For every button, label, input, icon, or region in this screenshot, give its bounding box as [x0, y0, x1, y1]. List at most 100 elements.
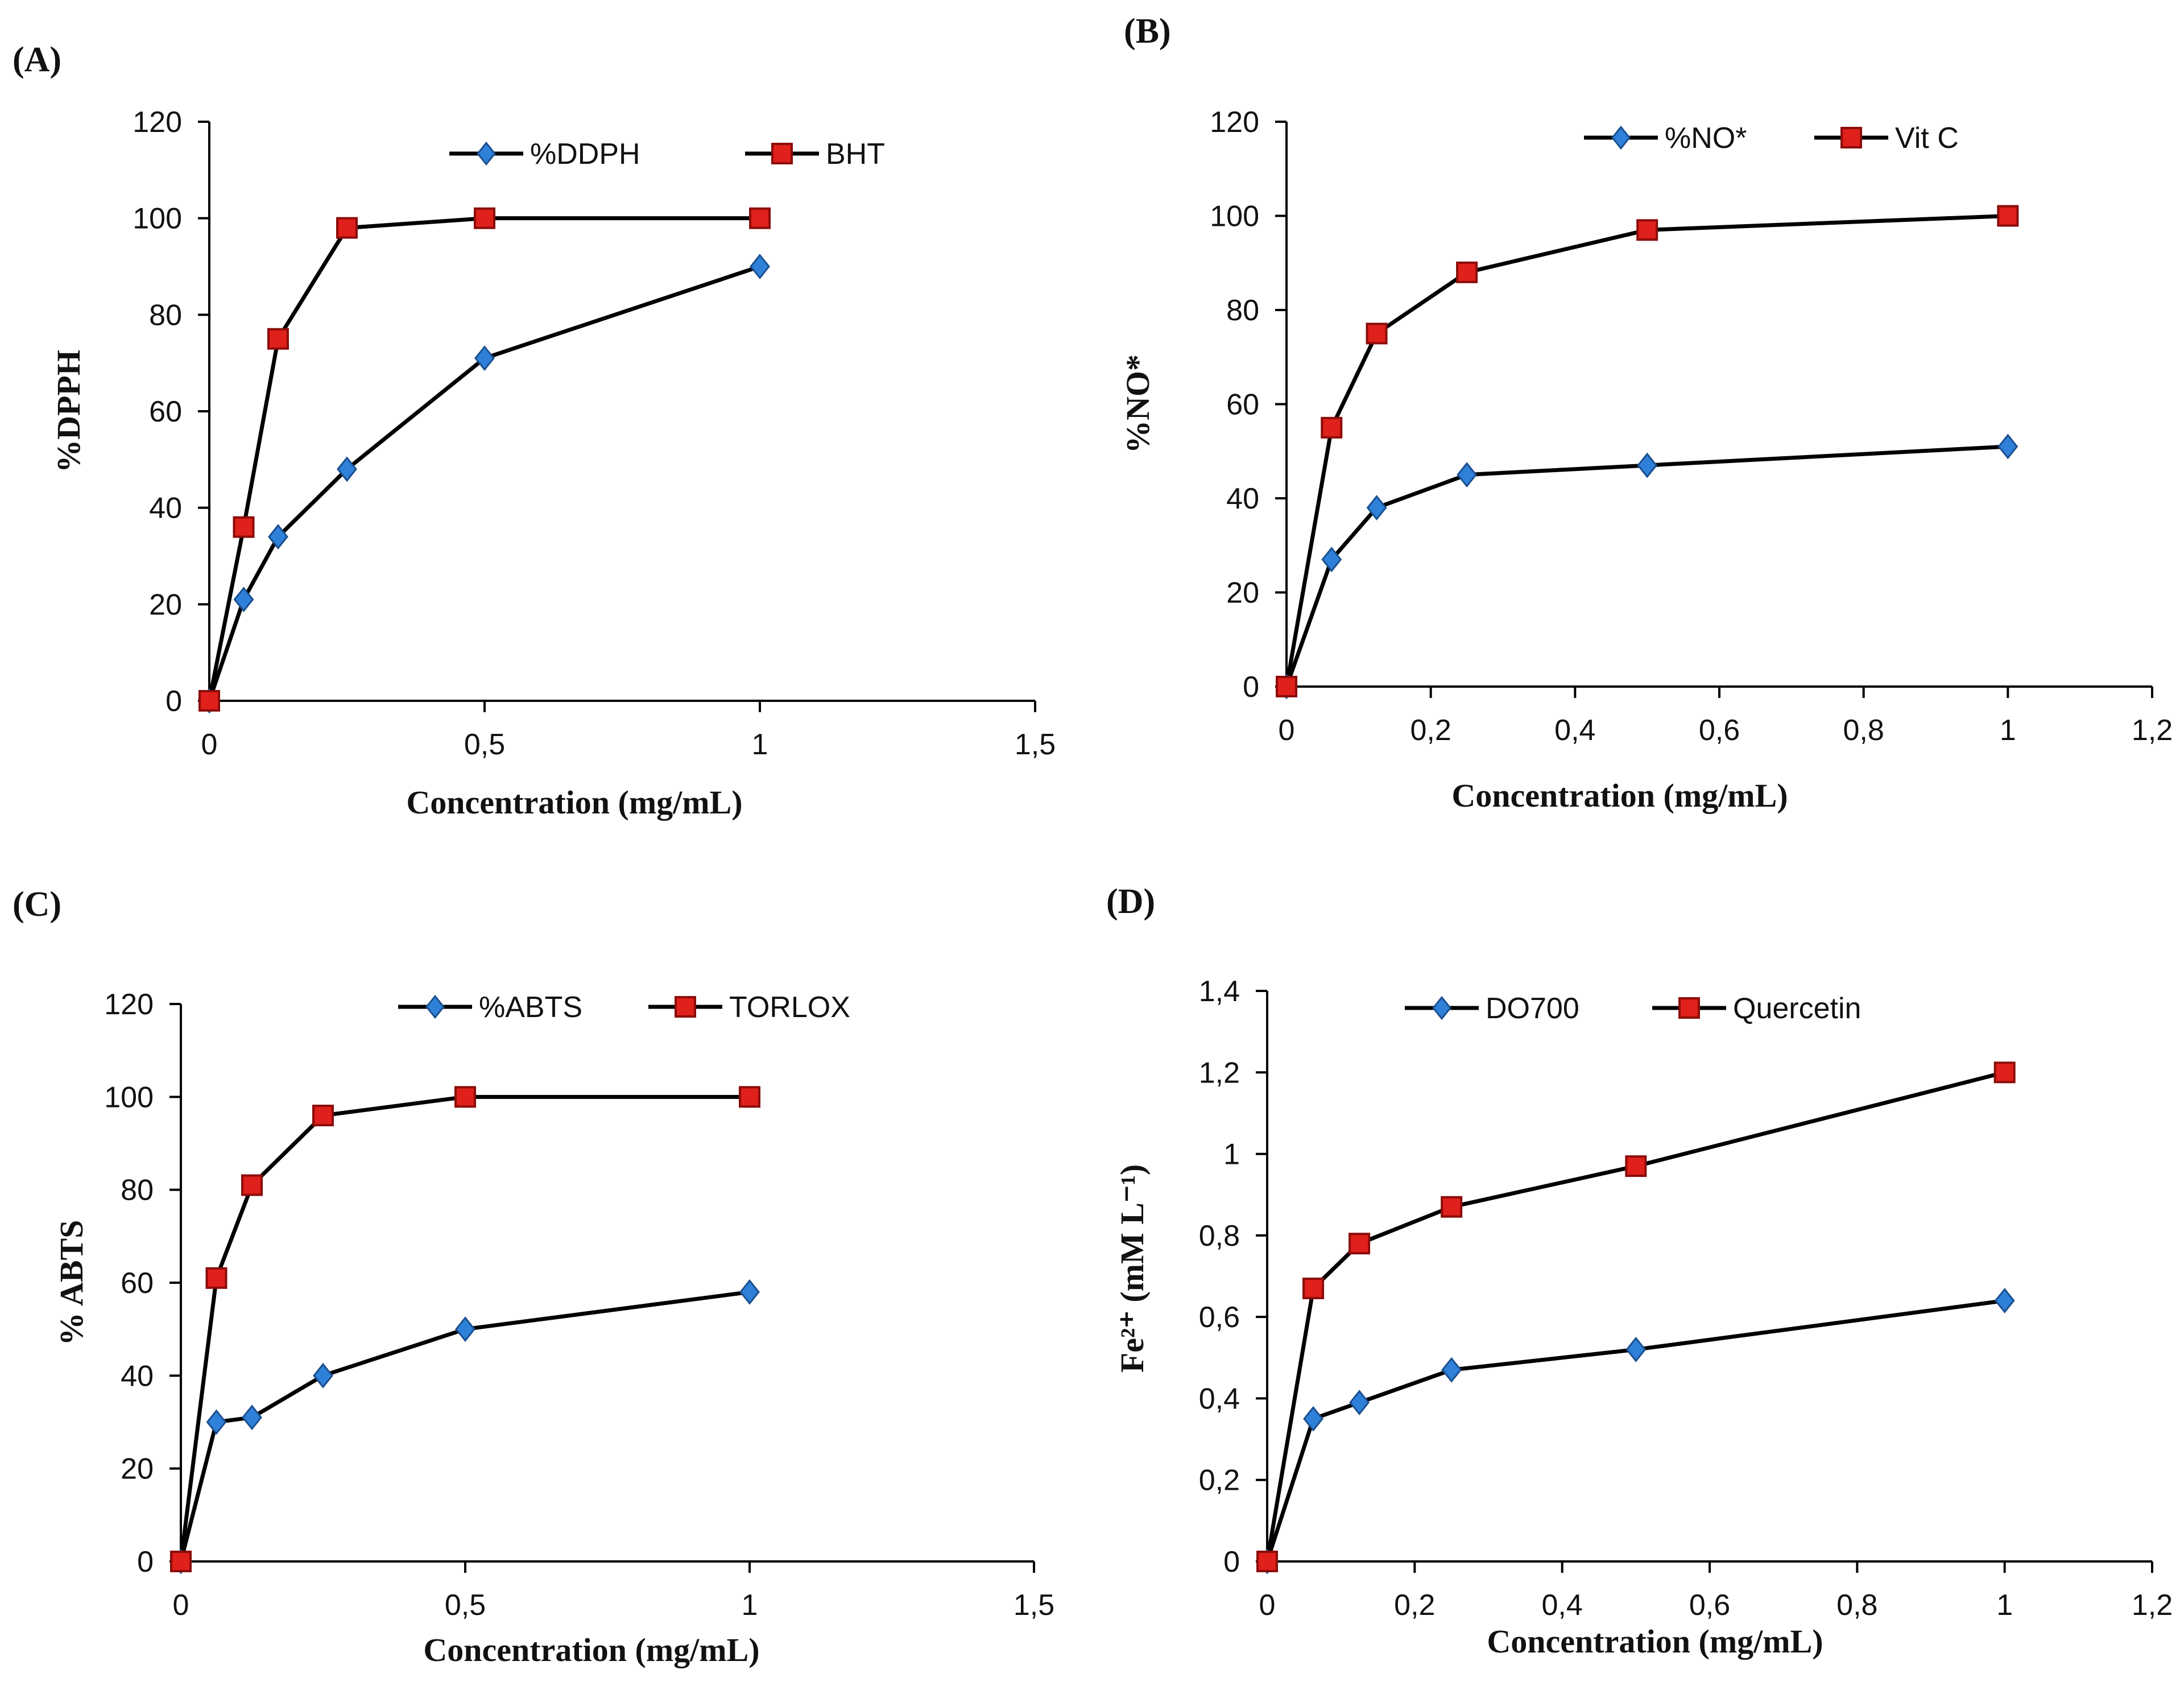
panel-d-y-tick-label: 0,2: [1199, 1464, 1240, 1497]
panel-b-red-data-point: [1997, 205, 2019, 227]
panel-d-legend-marker: [1678, 997, 1700, 1019]
panel-d-red-data-point: [1993, 1061, 2016, 1084]
panel-b-blue-data-point: [1321, 547, 1342, 572]
panel-c-red-data-point: [739, 1086, 760, 1108]
panel-c-red-data-point: [170, 1551, 192, 1572]
panel-b-red-data-point: [1321, 416, 1343, 439]
panel-c-series-red-line: [179, 1094, 750, 1562]
panel-c-y-axis-title: % ABTS: [53, 1220, 90, 1346]
panel-d-label: (D): [1106, 882, 1155, 921]
panel-d-x-axis-title: Concentration (mg/mL): [1487, 1623, 1823, 1660]
panel-d-blue-data-point: [1441, 1357, 1462, 1383]
panel-b-y-tick-label: 0: [1243, 671, 1259, 704]
panel-d-y-tick-label: 1,2: [1199, 1056, 1240, 1089]
panel-b-y-tick-label: 20: [1226, 577, 1259, 610]
panel-b-x-tick-label: 0: [1279, 714, 1295, 747]
panel-a-y-tick-label: 40: [149, 492, 182, 525]
panel-b-y-tick-label: 80: [1226, 294, 1259, 327]
panel-a-series-blue-line: [207, 265, 761, 702]
panel-d-y-tick-label: 1,4: [1199, 975, 1240, 1008]
panel-c-legend-marker: [675, 996, 696, 1018]
panel-b-x-tick-label: 0,8: [1843, 714, 1884, 747]
panel-a-blue-data-point: [337, 456, 357, 482]
panel-c-blue-data-point: [206, 1409, 227, 1435]
panel-a-label: (A): [13, 40, 61, 79]
panel-a-x-axis-title: Concentration (mg/mL): [406, 784, 742, 821]
panel-b-red-data-point: [1456, 261, 1478, 283]
panel-d-x-tick-label: 1,2: [2132, 1589, 2173, 1622]
panel-c-y-tick-label: 0: [137, 1546, 154, 1579]
panel-d-blue-data-point: [1349, 1390, 1370, 1415]
panel-b-legend-marker: [1840, 127, 1862, 148]
panel-b-label: (B): [1124, 12, 1171, 51]
panel-a-red-data-point: [336, 217, 358, 239]
panel-d-y-tick-label: 0,4: [1199, 1382, 1240, 1415]
panel-d-red-data-point: [1441, 1196, 1463, 1218]
panel-a-y-tick-label: 120: [133, 106, 182, 139]
panel-c-red-data-point: [312, 1105, 334, 1126]
panel-c-red-data-point: [205, 1267, 228, 1289]
panel-b-blue-data-point: [1457, 462, 1478, 488]
panel-a-y-axis-title: %DPPH: [50, 350, 87, 473]
panel-c-x-tick-label: 1: [742, 1589, 758, 1622]
panel-c-y-tick-label: 100: [104, 1081, 154, 1114]
panel-c-blue-data-point: [313, 1362, 333, 1389]
panel-c-red-data-point: [241, 1174, 263, 1196]
panel-b-y-tick-label: 60: [1226, 389, 1259, 422]
panel-d-series-red-line: [1265, 1070, 2005, 1562]
panel-d-y-tick-label: 0,6: [1199, 1301, 1240, 1334]
panel-b-blue-data-point: [1637, 452, 1658, 478]
panel-a-legend-marker: [477, 141, 496, 166]
panel-a-legend-marker: [771, 143, 793, 164]
panel-d-red-data-point: [1256, 1551, 1278, 1572]
panel-c-y-tick-label: 80: [121, 1174, 154, 1207]
panel-d-legend-label: Quercetin: [1733, 992, 1861, 1025]
panel-a-red-data-point: [474, 207, 495, 229]
panel-c-blue-data-point: [739, 1279, 760, 1305]
panel-a-red-data-point: [198, 690, 220, 712]
panel-b-series-red-line: [1284, 214, 2008, 687]
panel-b-legend-label: Vit C: [1895, 122, 1959, 155]
panel-a-x-tick-label: 1: [752, 728, 768, 761]
panel-b-red-data-point: [1636, 219, 1658, 241]
panel-c-red-data-point: [454, 1086, 476, 1108]
panel-d-x-tick-label: 0,8: [1836, 1589, 1877, 1622]
panel-c-x-tick-label: 0: [173, 1589, 189, 1622]
panel-d-y-tick-label: 0: [1223, 1546, 1240, 1579]
panel-b-blue-data-point: [1997, 433, 2018, 460]
panel-d-x-tick-label: 0,4: [1542, 1589, 1583, 1622]
panel-c-y-tick-label: 20: [121, 1453, 154, 1486]
panel-d-y-tick-label: 1: [1223, 1138, 1240, 1171]
panel-d-red-data-point: [1302, 1277, 1325, 1299]
panel-c-x-tick-label: 0,5: [445, 1589, 486, 1622]
panel-a-x-tick-label: 1,5: [1015, 728, 1056, 761]
panel-b-x-tick-label: 1: [2000, 714, 2016, 747]
panel-d-legend-marker: [1432, 995, 1451, 1020]
panel-d-x-tick-label: 0: [1259, 1589, 1276, 1622]
panel-a-legend-label: BHT: [826, 138, 885, 171]
panel-d-series-blue-line: [1265, 1299, 2005, 1563]
panel-a-series-red-line: [207, 216, 760, 701]
panel-c-legend-label: %ABTS: [479, 991, 582, 1024]
panel-d-legend-label: DO700: [1486, 992, 1579, 1025]
panel-d-y-tick-label: 0,8: [1199, 1220, 1240, 1253]
panel-a-y-tick-label: 100: [133, 203, 182, 235]
panel-a-y-tick-label: 80: [149, 299, 182, 332]
panel-a-x-tick-label: 0,5: [464, 728, 505, 761]
panel-d-red-data-point: [1625, 1155, 1647, 1177]
panel-b-y-tick-label: 120: [1210, 106, 1259, 139]
panel-c-x-axis-title: Concentration (mg/mL): [423, 1631, 759, 1668]
panel-d-blue-data-point: [1625, 1337, 1647, 1362]
panel-c-label: (C): [13, 885, 61, 924]
panel-a-y-tick-label: 0: [166, 685, 182, 718]
panel-b-y-axis-title: %NO*: [1119, 354, 1156, 453]
panel-b-legend-label: %NO*: [1665, 122, 1747, 155]
panel-a-red-data-point: [267, 328, 289, 350]
panel-a-blue-data-point: [474, 345, 495, 371]
panel-d-blue-data-point: [1994, 1288, 2015, 1313]
panel-a-red-data-point: [233, 516, 255, 538]
panel-b-x-tick-label: 1,2: [2132, 714, 2173, 747]
panel-c-y-tick-label: 40: [121, 1360, 154, 1393]
panel-b-red-data-point: [1366, 323, 1388, 345]
